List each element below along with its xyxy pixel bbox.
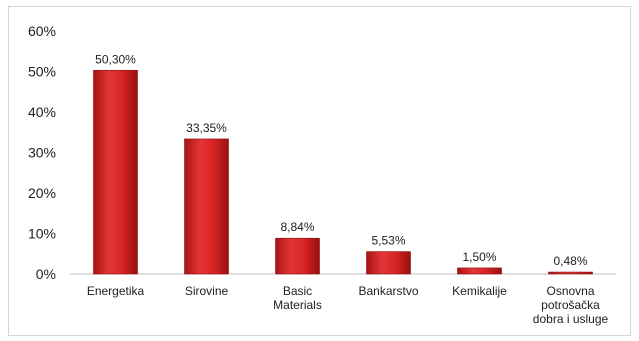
bar	[366, 251, 411, 275]
data-label: 33,35%	[186, 121, 227, 135]
data-label: 8,84%	[280, 220, 314, 234]
data-labels-group: 50,30% 33,35% 8,84% 5,53% 1,50% 0,48%	[95, 52, 588, 268]
category-label: Kemikalije	[452, 284, 507, 298]
category-labels-group: Energetika Sirovine Basic Materials Bankarst…	[87, 284, 609, 326]
bar	[457, 267, 502, 275]
data-label: 0,48%	[553, 254, 587, 268]
category-label: Sirovine	[185, 284, 229, 298]
y-tick-label: 40%	[28, 104, 56, 120]
y-tick-label: 20%	[28, 185, 56, 201]
y-tick-label: 0%	[36, 266, 56, 282]
category-label-line: Osnovna	[546, 284, 594, 298]
category-label-line: Sirovine	[185, 284, 229, 298]
bar	[184, 138, 229, 275]
category-label: Bankarstvo	[358, 284, 418, 298]
category-label-line: Energetika	[87, 284, 145, 298]
y-axis: 0% 10% 20% 30% 40% 50% 60%	[28, 23, 56, 282]
y-tick-label: 50%	[28, 64, 56, 80]
data-label: 50,30%	[95, 52, 136, 66]
bars-group	[93, 69, 593, 275]
bar	[93, 69, 138, 275]
category-label-line: Basic	[283, 284, 312, 298]
bar	[275, 237, 320, 275]
category-label: Basic Materials	[273, 284, 322, 312]
category-label: Energetika	[87, 284, 145, 298]
data-label: 5,53%	[371, 234, 405, 248]
y-tick-label: 10%	[28, 226, 56, 242]
category-label-line: dobra i usluge	[533, 312, 609, 326]
category-label: Osnovna potrošačka dobra i usluge	[533, 284, 609, 326]
data-label: 1,50%	[462, 250, 496, 264]
category-label-line: potrošačka	[541, 298, 600, 312]
category-label-line: Bankarstvo	[358, 284, 418, 298]
y-tick-label: 60%	[28, 23, 56, 39]
y-tick-label: 30%	[28, 145, 56, 161]
category-label-line: Kemikalije	[452, 284, 507, 298]
bar	[548, 271, 593, 275]
category-label-line: Materials	[273, 298, 322, 312]
